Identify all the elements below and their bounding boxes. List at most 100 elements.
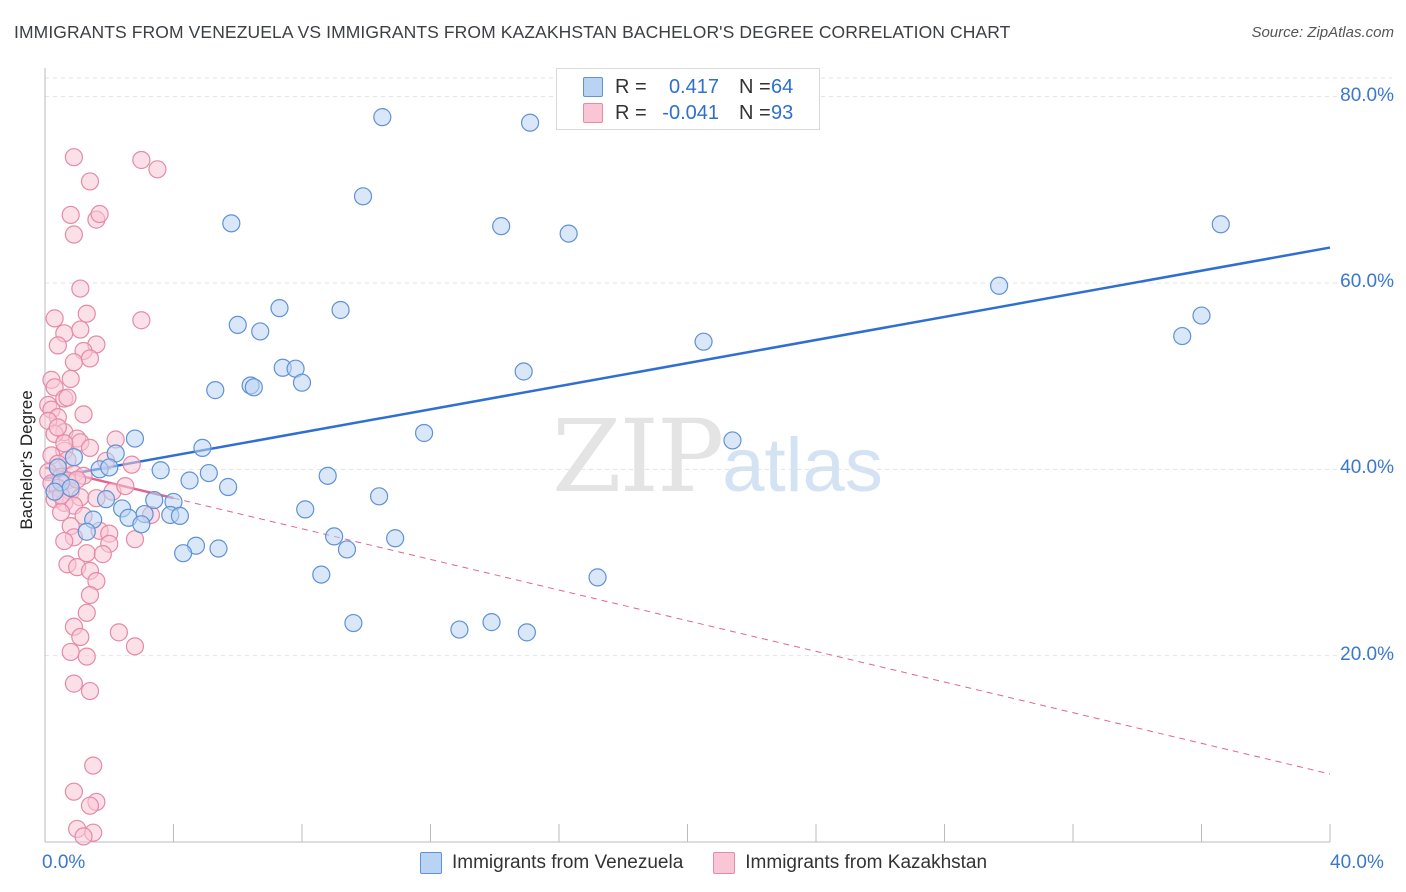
venezuela-point bbox=[64, 448, 84, 467]
kazakhstan-point bbox=[64, 148, 84, 167]
kazakhstan-point bbox=[64, 782, 84, 801]
grid-lines bbox=[45, 77, 1392, 657]
venezuela-point bbox=[694, 332, 713, 351]
venezuela-point bbox=[270, 299, 289, 318]
venezuela-point bbox=[514, 362, 533, 381]
venezuela-point bbox=[1192, 306, 1211, 325]
kazakhstan-point bbox=[77, 647, 96, 666]
kazakhstan-point bbox=[64, 674, 84, 693]
venezuela-point bbox=[373, 108, 392, 127]
x-tick-label: 0.0% bbox=[42, 852, 86, 873]
y-tick-label: 80.0% bbox=[1340, 84, 1394, 106]
venezuela-point bbox=[209, 539, 228, 558]
kazakhstan-point bbox=[64, 353, 84, 372]
venezuela-point bbox=[588, 568, 607, 587]
kazakhstan-point bbox=[132, 311, 151, 330]
venezuela-point bbox=[386, 529, 405, 548]
watermark-atlas: atlas bbox=[722, 423, 883, 508]
venezuela-swatch bbox=[420, 852, 442, 874]
venezuela-point bbox=[1211, 215, 1230, 234]
kazakhstan-point bbox=[148, 160, 167, 179]
y-tick-label: 40.0% bbox=[1340, 457, 1394, 479]
venezuela-point bbox=[45, 482, 64, 501]
kazakhstan-point bbox=[64, 225, 84, 244]
venezuela-point bbox=[296, 500, 315, 519]
kazakhstan-swatch bbox=[713, 852, 736, 874]
venezuela-point bbox=[344, 613, 363, 633]
kazakhstan-n-value: 93 bbox=[771, 101, 794, 124]
venezuela-trend-line bbox=[44, 246, 1331, 480]
venezuela-point bbox=[337, 540, 357, 559]
venezuela-point bbox=[222, 214, 241, 233]
kazakhstan-point bbox=[74, 827, 93, 846]
venezuela-point bbox=[331, 300, 350, 320]
kazakhstan-point bbox=[77, 603, 96, 622]
n-label: N = bbox=[739, 75, 771, 98]
kazakhstan-point bbox=[122, 455, 141, 474]
kazakhstan-r-value: -0.041 bbox=[662, 101, 719, 124]
venezuela-point bbox=[353, 187, 373, 206]
legend-item-venezuela: Immigrants from Venezuela bbox=[420, 852, 683, 874]
venezuela-point bbox=[125, 429, 145, 448]
venezuela-point bbox=[990, 276, 1009, 295]
kazakhstan-point bbox=[80, 438, 100, 457]
kazakhstan-trend-line-dashed bbox=[173, 497, 1331, 775]
kazakhstan-point bbox=[71, 279, 90, 298]
venezuela-point bbox=[48, 458, 67, 477]
venezuela-point bbox=[228, 315, 247, 335]
r-label: R = bbox=[615, 101, 647, 124]
r-label: R = bbox=[615, 75, 647, 98]
venezuela-point bbox=[219, 477, 238, 497]
chart-title: IMMIGRANTS FROM VENEZUELA VS IMMIGRANTS … bbox=[14, 22, 1011, 42]
venezuela-point bbox=[96, 490, 116, 509]
kazakhstan-point bbox=[80, 681, 100, 701]
legend-item-kazakhstan: Immigrants from Kazakhstan bbox=[713, 852, 987, 874]
kazakhstan-points bbox=[39, 148, 167, 846]
venezuela-point bbox=[61, 478, 80, 498]
watermark-zip: ZIP bbox=[552, 398, 724, 515]
kazakhstan-point bbox=[61, 205, 80, 225]
venezuela-point bbox=[517, 623, 536, 642]
series-legend: Immigrants from Venezuela Immigrants fro… bbox=[420, 852, 1017, 874]
venezuela-point bbox=[1173, 326, 1192, 346]
legend-row-venezuela: R = 0.417 N = 64 bbox=[583, 74, 793, 100]
venezuela-point bbox=[199, 463, 218, 483]
venezuela-point bbox=[520, 113, 540, 132]
legend-kazakhstan-label: Immigrants from Kazakhstan bbox=[745, 852, 988, 873]
venezuela-point bbox=[180, 471, 199, 490]
x-tick-label: 40.0% bbox=[1330, 852, 1384, 873]
venezuela-point bbox=[312, 565, 331, 584]
watermark: ZIPatlas bbox=[552, 398, 883, 515]
kazakhstan-point bbox=[80, 172, 100, 191]
source-label: Source: ZipAtlas.com bbox=[1251, 24, 1394, 41]
venezuela-r-value: 0.417 bbox=[668, 75, 719, 98]
y-axis-label: Bachelor's Degree bbox=[17, 390, 36, 530]
venezuela-point bbox=[77, 522, 96, 541]
n-label: N = bbox=[739, 101, 771, 124]
kazakhstan-point bbox=[90, 204, 109, 224]
venezuela-point bbox=[450, 620, 469, 639]
legend-row-kazakhstan: R = -0.041 N = 93 bbox=[583, 100, 793, 126]
axes bbox=[44, 68, 1331, 843]
kazakhstan-point bbox=[71, 320, 90, 339]
y-tick-label: 60.0% bbox=[1340, 270, 1394, 292]
kazakhstan-point bbox=[132, 150, 151, 170]
venezuela-point bbox=[482, 613, 501, 632]
venezuela-point bbox=[145, 490, 164, 510]
kazakhstan-point bbox=[61, 642, 80, 662]
venezuela-point bbox=[100, 458, 119, 477]
venezuela-point bbox=[325, 527, 344, 546]
kazakhstan-point bbox=[74, 405, 93, 424]
kazakhstan-point bbox=[58, 388, 77, 407]
correlation-legend: R = 0.417 N = 64 R = -0.041 N = 93 bbox=[556, 68, 820, 130]
kazakhstan-point bbox=[48, 418, 67, 437]
kazakhstan-point bbox=[116, 476, 135, 496]
kazakhstan-point bbox=[80, 349, 100, 368]
venezuela-point bbox=[251, 322, 270, 341]
kazakhstan-point bbox=[55, 434, 74, 453]
venezuela-point bbox=[244, 378, 263, 397]
kazakhstan-point bbox=[61, 369, 80, 389]
kazakhstan-point bbox=[55, 531, 74, 551]
kazakhstan-swatch bbox=[583, 103, 603, 123]
